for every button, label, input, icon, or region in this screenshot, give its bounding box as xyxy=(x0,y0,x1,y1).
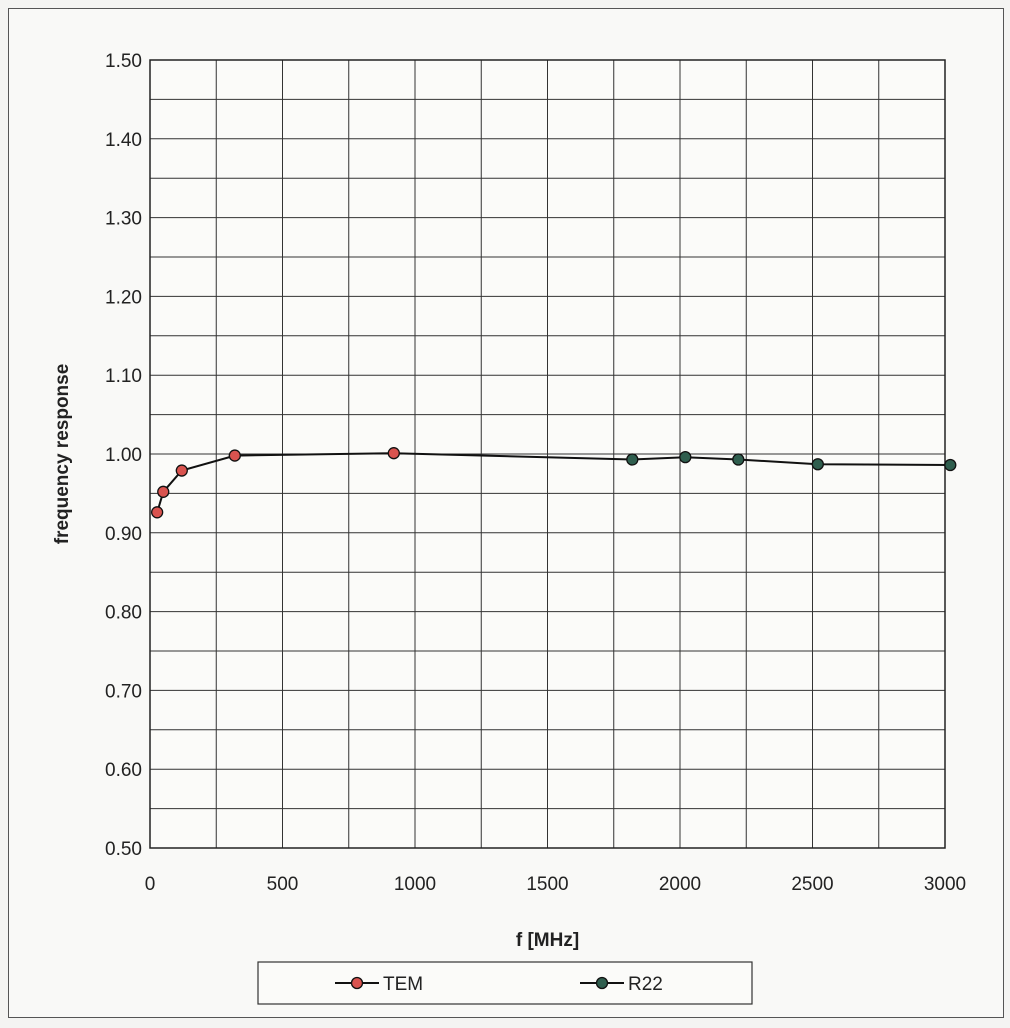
data-point-r22 xyxy=(732,453,745,466)
data-point-r22 xyxy=(944,458,957,472)
x-tick-label: 1000 xyxy=(394,874,436,895)
grid xyxy=(150,60,945,848)
y-tick-label: 0.50 xyxy=(105,839,142,860)
data-point-tem xyxy=(228,449,241,462)
data-point-r22 xyxy=(811,458,824,471)
x-tick-label: 500 xyxy=(267,874,299,895)
y-tick-label: 1.00 xyxy=(105,445,142,466)
y-tick-label: 1.10 xyxy=(105,366,142,387)
legend: TEM R22 xyxy=(257,961,753,1005)
x-tick-label: 3000 xyxy=(924,874,966,895)
series-layer xyxy=(151,447,957,519)
x-tick-label: 2000 xyxy=(659,874,701,895)
series-line xyxy=(156,452,951,513)
y-tick-label: 0.90 xyxy=(105,524,142,545)
y-tick-label: 1.50 xyxy=(105,51,142,72)
legend-label-r22: R22 xyxy=(628,974,663,995)
x-tick-label: 2500 xyxy=(791,874,833,895)
data-point-tem xyxy=(151,506,164,519)
y-tick-label: 1.20 xyxy=(105,287,142,308)
data-point-tem xyxy=(387,447,400,460)
x-tick-label: 0 xyxy=(145,874,156,895)
y-tick-label: 0.60 xyxy=(105,760,142,781)
legend-box xyxy=(257,961,753,1005)
legend-marker-tem xyxy=(350,976,364,990)
data-point-r22 xyxy=(626,453,639,466)
data-point-tem xyxy=(157,485,170,498)
y-tick-label: 0.80 xyxy=(105,603,142,624)
x-tick-label: 1500 xyxy=(526,874,568,895)
data-point-tem xyxy=(175,464,188,477)
tick-labels: 0.50 0.60 0.70 0.80 0.90 1.00 1.10 1.20 1.30 1.40… xyxy=(105,51,966,895)
y-tick-label: 0.70 xyxy=(105,681,142,702)
data-point-r22 xyxy=(679,451,692,464)
y-tick-label: 1.30 xyxy=(105,209,142,230)
x-axis-title: f [MHz] xyxy=(516,930,579,951)
plot-border xyxy=(149,59,946,849)
legend-label-tem: TEM xyxy=(383,974,423,995)
y-axis-title: frequency response xyxy=(52,364,73,545)
y-tick-label: 1.40 xyxy=(105,130,142,151)
legend-marker-r22 xyxy=(595,976,609,990)
